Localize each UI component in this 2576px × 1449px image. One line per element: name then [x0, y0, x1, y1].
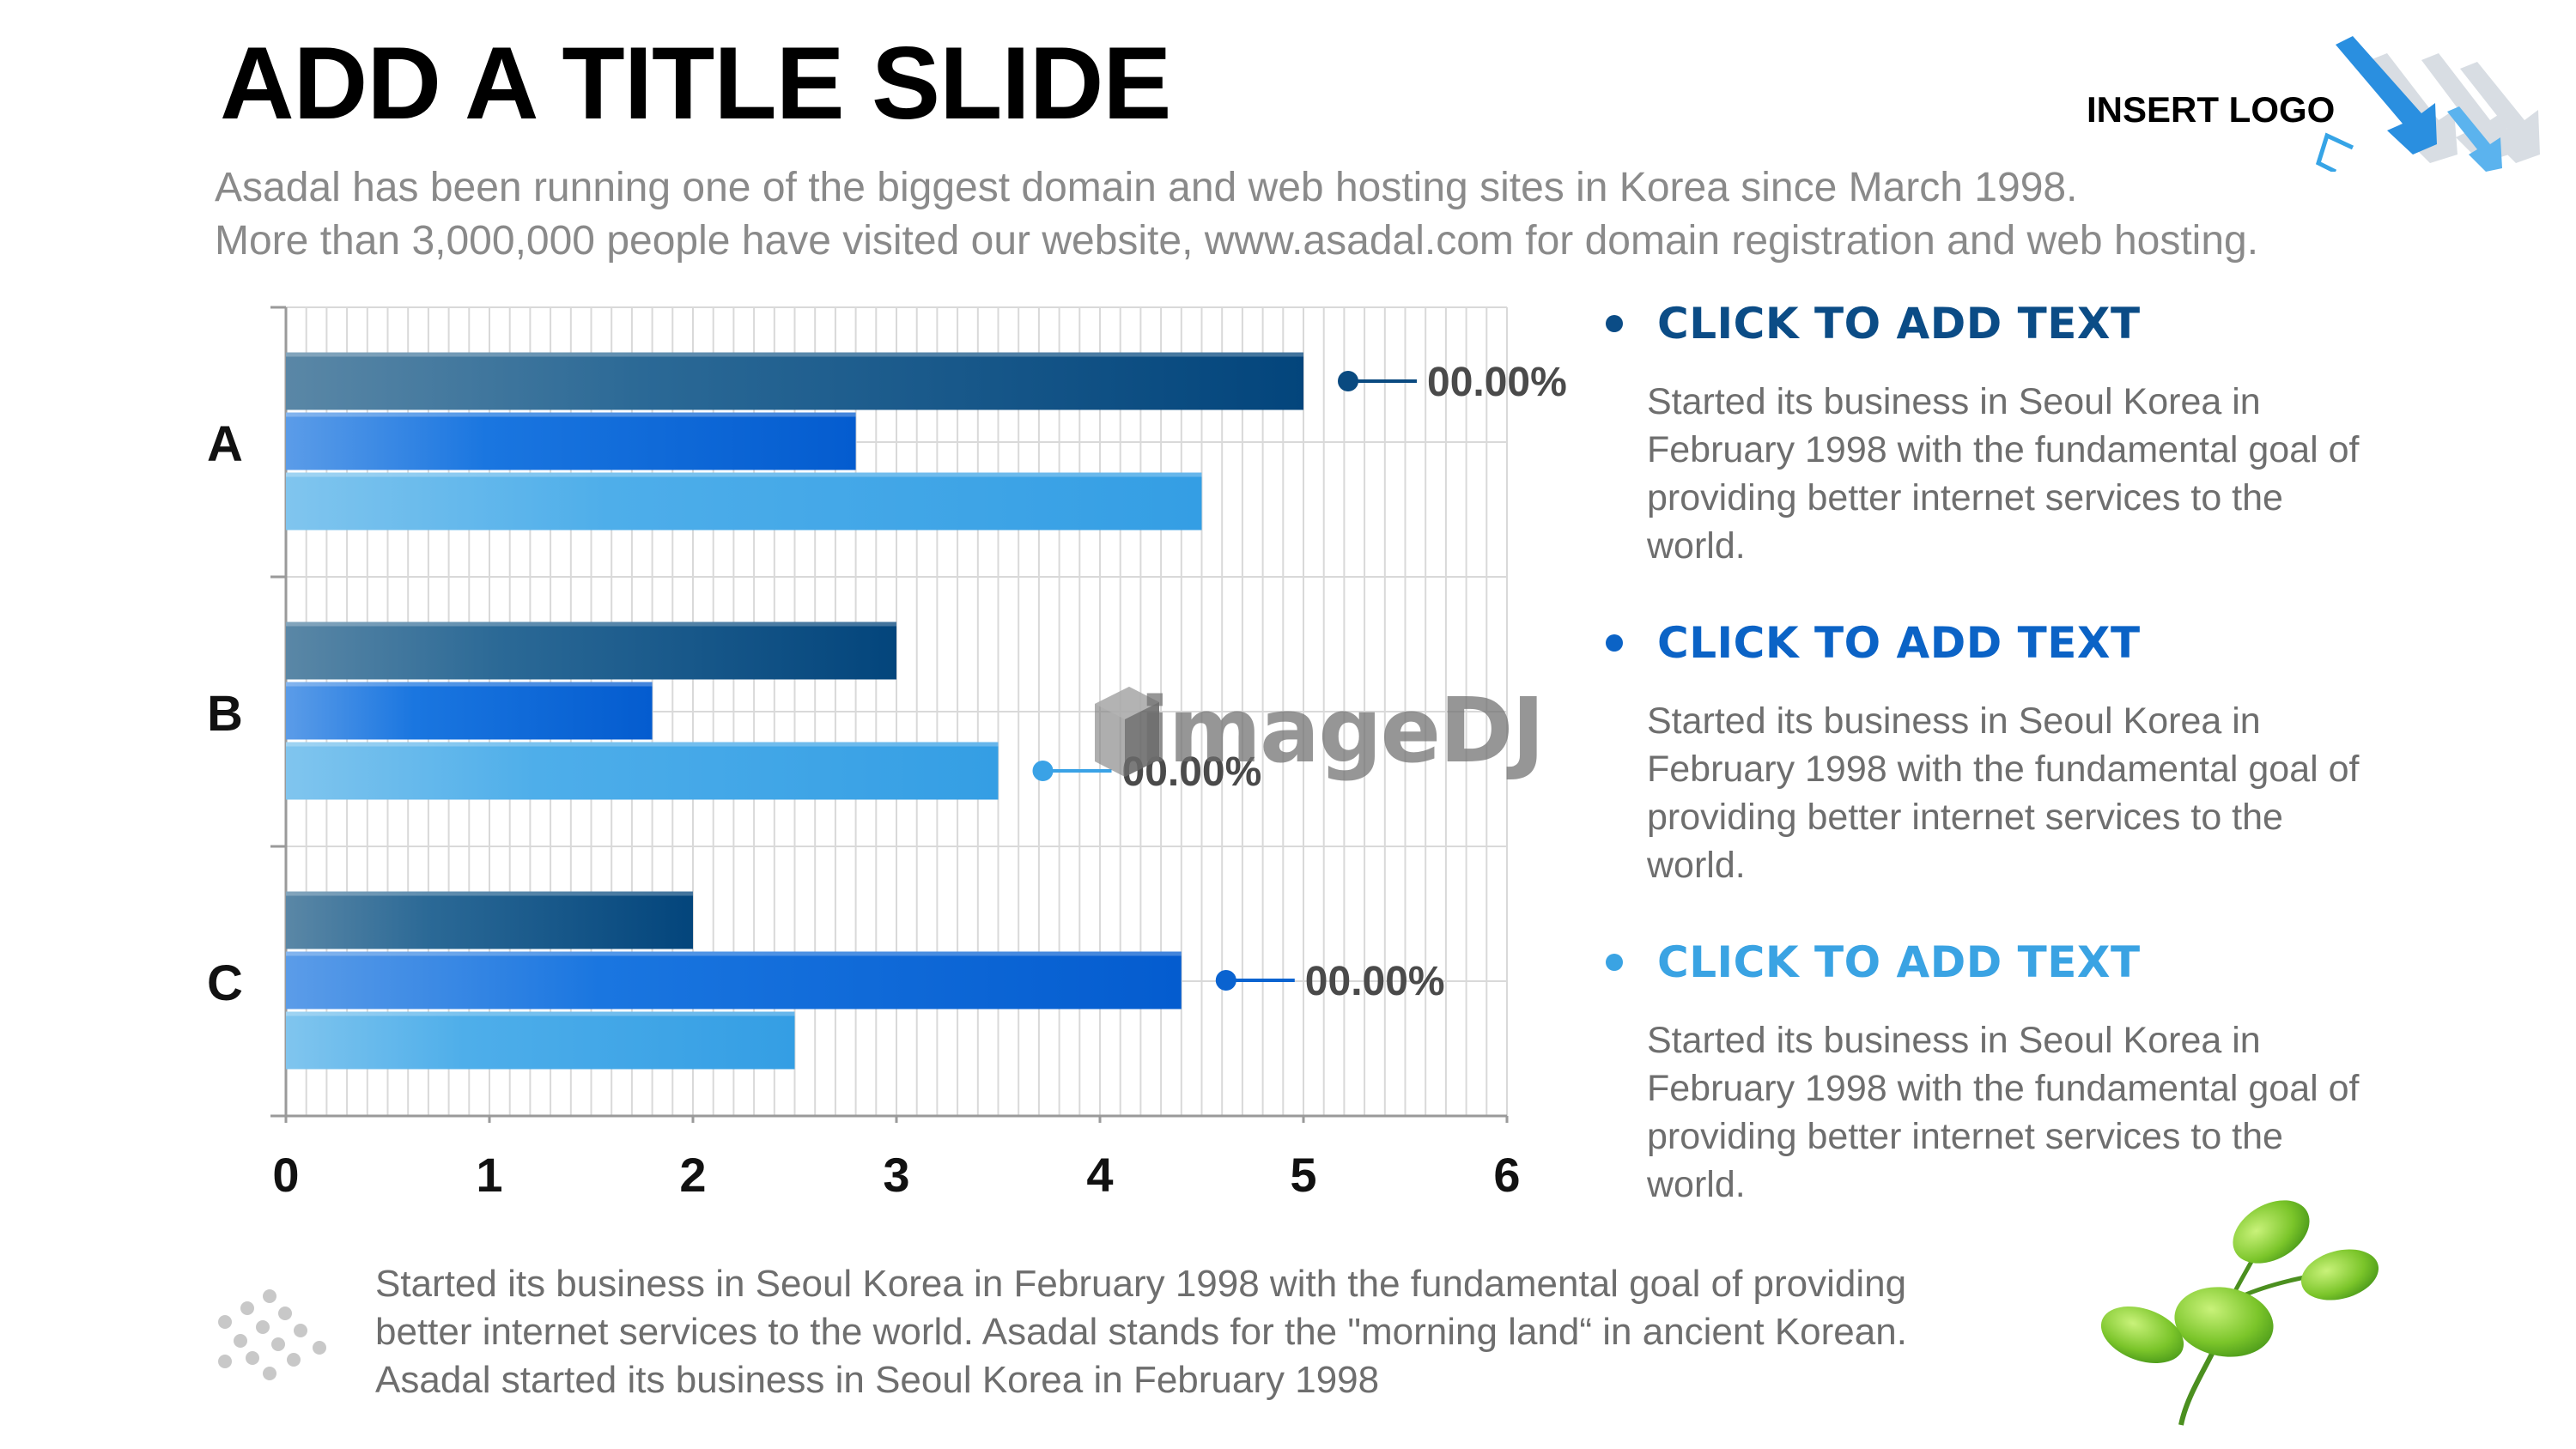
x-tick-label: 5: [1290, 1148, 1316, 1202]
bullet-2: CLICK TO ADD TEXT Started its business i…: [1606, 618, 2464, 889]
logo-placeholder: INSERT LOGO: [2087, 89, 2336, 130]
bullet-dot-icon: [1606, 954, 1623, 971]
bar-highlight: [286, 951, 1182, 956]
footer-line-3: Asadal started its business in Seoul Kor…: [375, 1359, 1380, 1401]
bar: [286, 621, 896, 680]
watermark: imageDJ: [1086, 678, 1545, 783]
bar: [286, 352, 1303, 410]
sprout-icon: [2100, 1200, 2379, 1426]
bullet-title[interactable]: CLICK TO ADD TEXT: [1657, 618, 2141, 668]
x-tick-label: 2: [679, 1148, 706, 1202]
bullet-3: CLICK TO ADD TEXT Started its business i…: [1606, 937, 2464, 1209]
x-tick-label: 1: [476, 1148, 502, 1202]
bullet-1: CLICK TO ADD TEXT Started its business i…: [1606, 299, 2464, 570]
x-tick-label: 0: [272, 1148, 299, 1202]
bar-highlight: [286, 352, 1303, 357]
footer-text: Started its business in Seoul Korea in F…: [375, 1260, 1907, 1404]
bar-highlight: [286, 412, 856, 417]
bar-highlight: [286, 472, 1202, 477]
x-tick-label: 6: [1493, 1148, 1520, 1202]
bar: [286, 1011, 795, 1070]
callout-label: 00.00%: [1305, 959, 1445, 1004]
subtitle-line-2: More than 3,000,000 people have visited …: [215, 218, 2259, 264]
bar-highlight: [286, 742, 999, 747]
bar-highlight: [286, 621, 896, 627]
bullet-dot-icon: [1606, 634, 1623, 652]
bar: [286, 682, 653, 740]
bar-highlight: [286, 1011, 795, 1016]
bullet-title[interactable]: CLICK TO ADD TEXT: [1657, 937, 2141, 987]
bar-highlight: [286, 891, 693, 896]
footer-line-2: better internet services to the world. A…: [375, 1311, 1907, 1353]
bullet-dot-icon: [1606, 315, 1623, 332]
bar: [286, 412, 856, 470]
x-tick-label: 3: [883, 1148, 909, 1202]
footer-line-1: Started its business in Seoul Korea in F…: [375, 1263, 1907, 1305]
slide-subtitle: Asadal has been running one of the bigge…: [215, 161, 2258, 268]
bar: [286, 742, 999, 800]
watermark-text: imageDJ: [1139, 678, 1545, 783]
bullet-text[interactable]: Started its business in Seoul Korea in F…: [1647, 700, 2360, 886]
dots-cluster-icon: [218, 1289, 326, 1380]
category-label: A: [207, 416, 243, 472]
category-label: B: [207, 686, 243, 742]
bar-highlight: [286, 682, 653, 687]
bar: [286, 891, 693, 949]
bar: [286, 951, 1182, 1009]
subtitle-line-1: Asadal has been running one of the bigge…: [215, 165, 2078, 210]
bullet-text[interactable]: Started its business in Seoul Korea in F…: [1647, 1020, 2360, 1205]
bullet-text[interactable]: Started its business in Seoul Korea in F…: [1647, 381, 2360, 567]
arrows-logo-icon: [2315, 36, 2540, 172]
bar: [286, 472, 1202, 530]
callout-label: 00.00%: [1427, 360, 1567, 405]
chart-bars: [286, 352, 1303, 1070]
category-label: C: [207, 955, 243, 1011]
watermark-cube-icon: [1095, 687, 1159, 777]
bullet-title[interactable]: CLICK TO ADD TEXT: [1657, 299, 2141, 349]
x-tick-label: 4: [1086, 1148, 1113, 1202]
slide-title: ADD A TITLE SLIDE: [220, 26, 1171, 141]
